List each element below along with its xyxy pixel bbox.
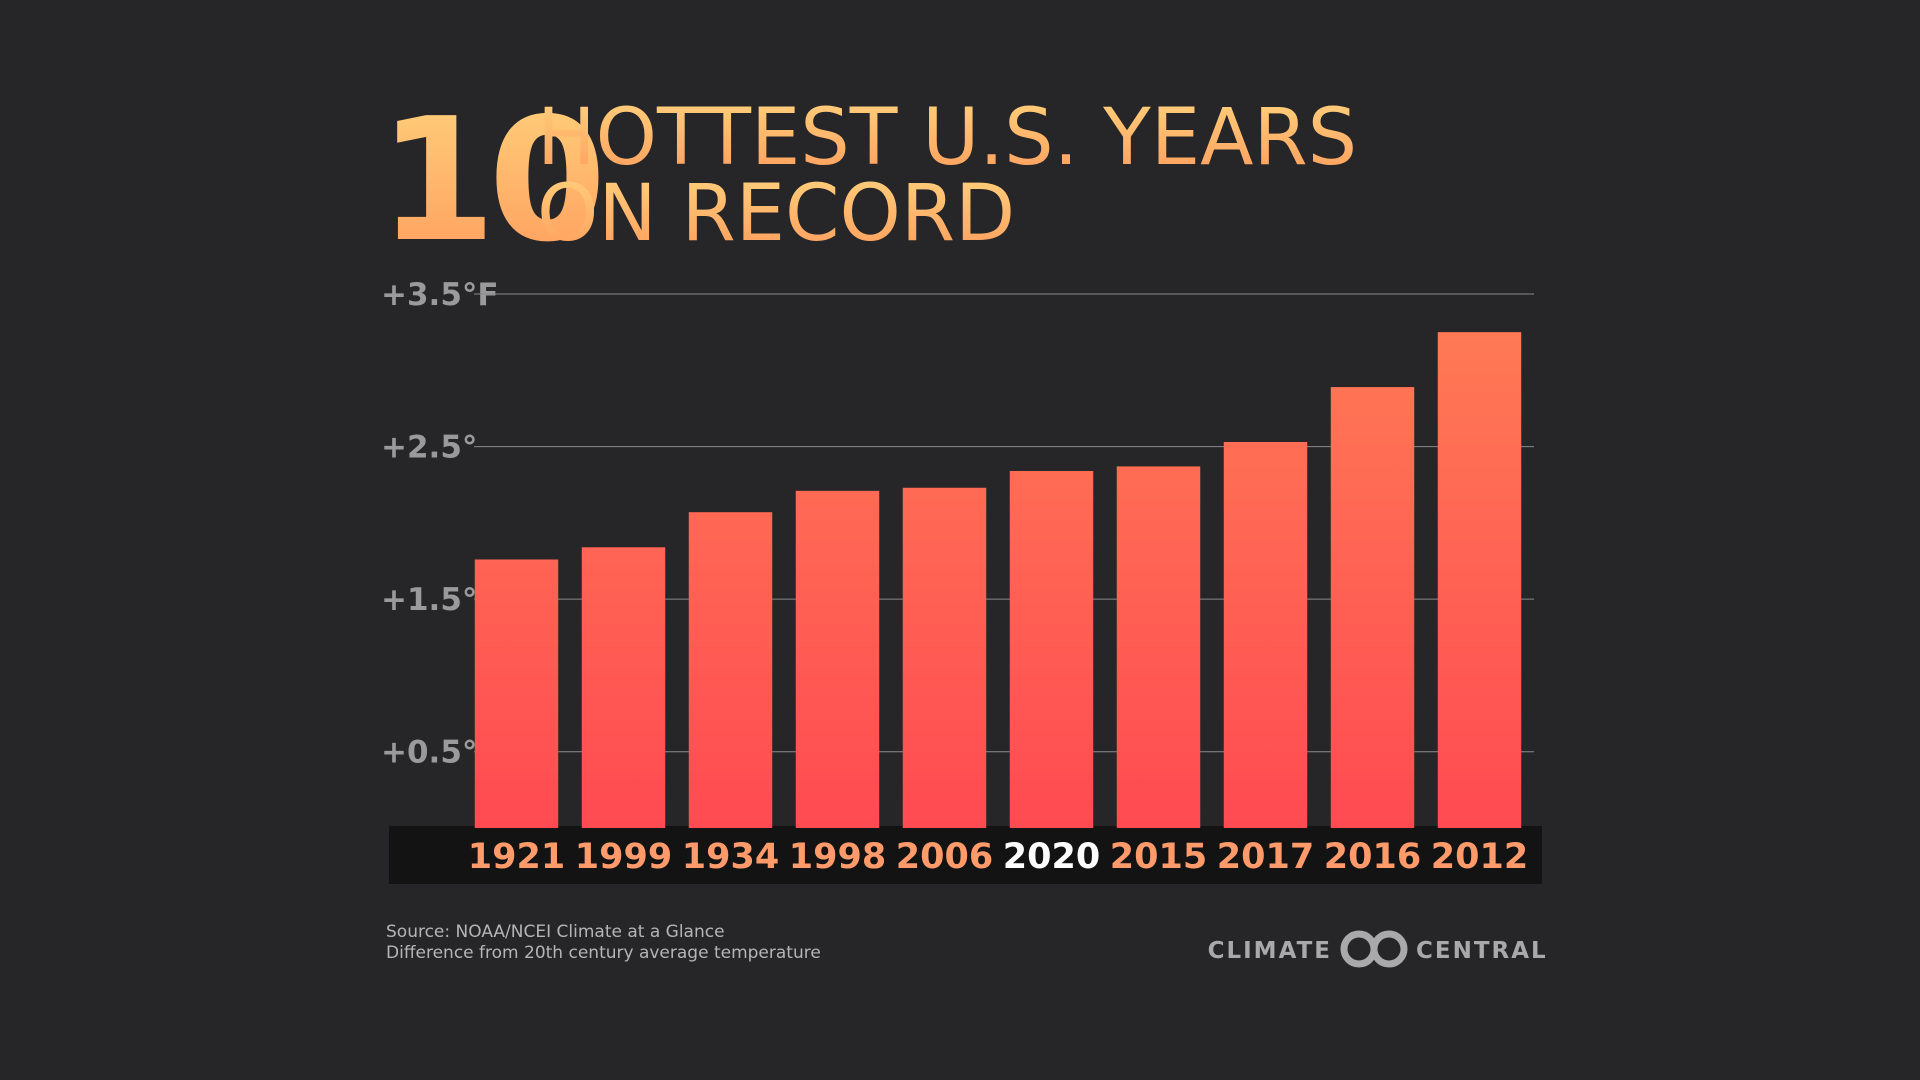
x-tick-label: 2016 — [1324, 837, 1421, 877]
title-line: HOTTEST U.S. YEARS — [537, 93, 1357, 183]
category-strip — [389, 826, 1542, 884]
title-number: 10 — [378, 82, 599, 280]
logo-ring — [1370, 930, 1408, 968]
x-tick-label: 1921 — [468, 837, 565, 877]
note: Difference from 20th century average tem… — [386, 943, 821, 963]
x-tick-label: 2017 — [1217, 837, 1314, 877]
bar — [1330, 387, 1415, 828]
logo-text: CENTRAL — [1416, 938, 1548, 964]
bar — [795, 490, 880, 828]
logo-ring — [1340, 930, 1378, 968]
x-tick-label: 2012 — [1431, 837, 1528, 877]
source: Source: NOAA/NCEI Climate at a Glance — [386, 922, 725, 942]
bar — [902, 487, 987, 828]
bar — [1437, 332, 1522, 828]
x-tick-label: 1998 — [789, 837, 886, 877]
title-line: ON RECORD — [537, 169, 1015, 259]
x-tick-label: 1999 — [575, 837, 672, 877]
bar — [1009, 470, 1094, 828]
x-tick-label: 1934 — [682, 837, 779, 877]
bar — [581, 547, 666, 828]
y-tick-label: +1.5° — [381, 582, 477, 618]
y-tick-label: +0.5° — [381, 735, 477, 771]
logo-text: CLIMATE — [1208, 938, 1332, 964]
bar — [1223, 441, 1308, 828]
bar — [474, 559, 559, 828]
x-tick-label: 2015 — [1110, 837, 1207, 877]
x-tick-label: 2006 — [896, 837, 993, 877]
bar — [688, 512, 773, 828]
y-tick-label: +2.5° — [381, 430, 477, 466]
bar — [1116, 466, 1201, 828]
y-tick-label: +3.5°F — [381, 277, 499, 313]
x-tick-label: 2020 — [1003, 837, 1100, 877]
